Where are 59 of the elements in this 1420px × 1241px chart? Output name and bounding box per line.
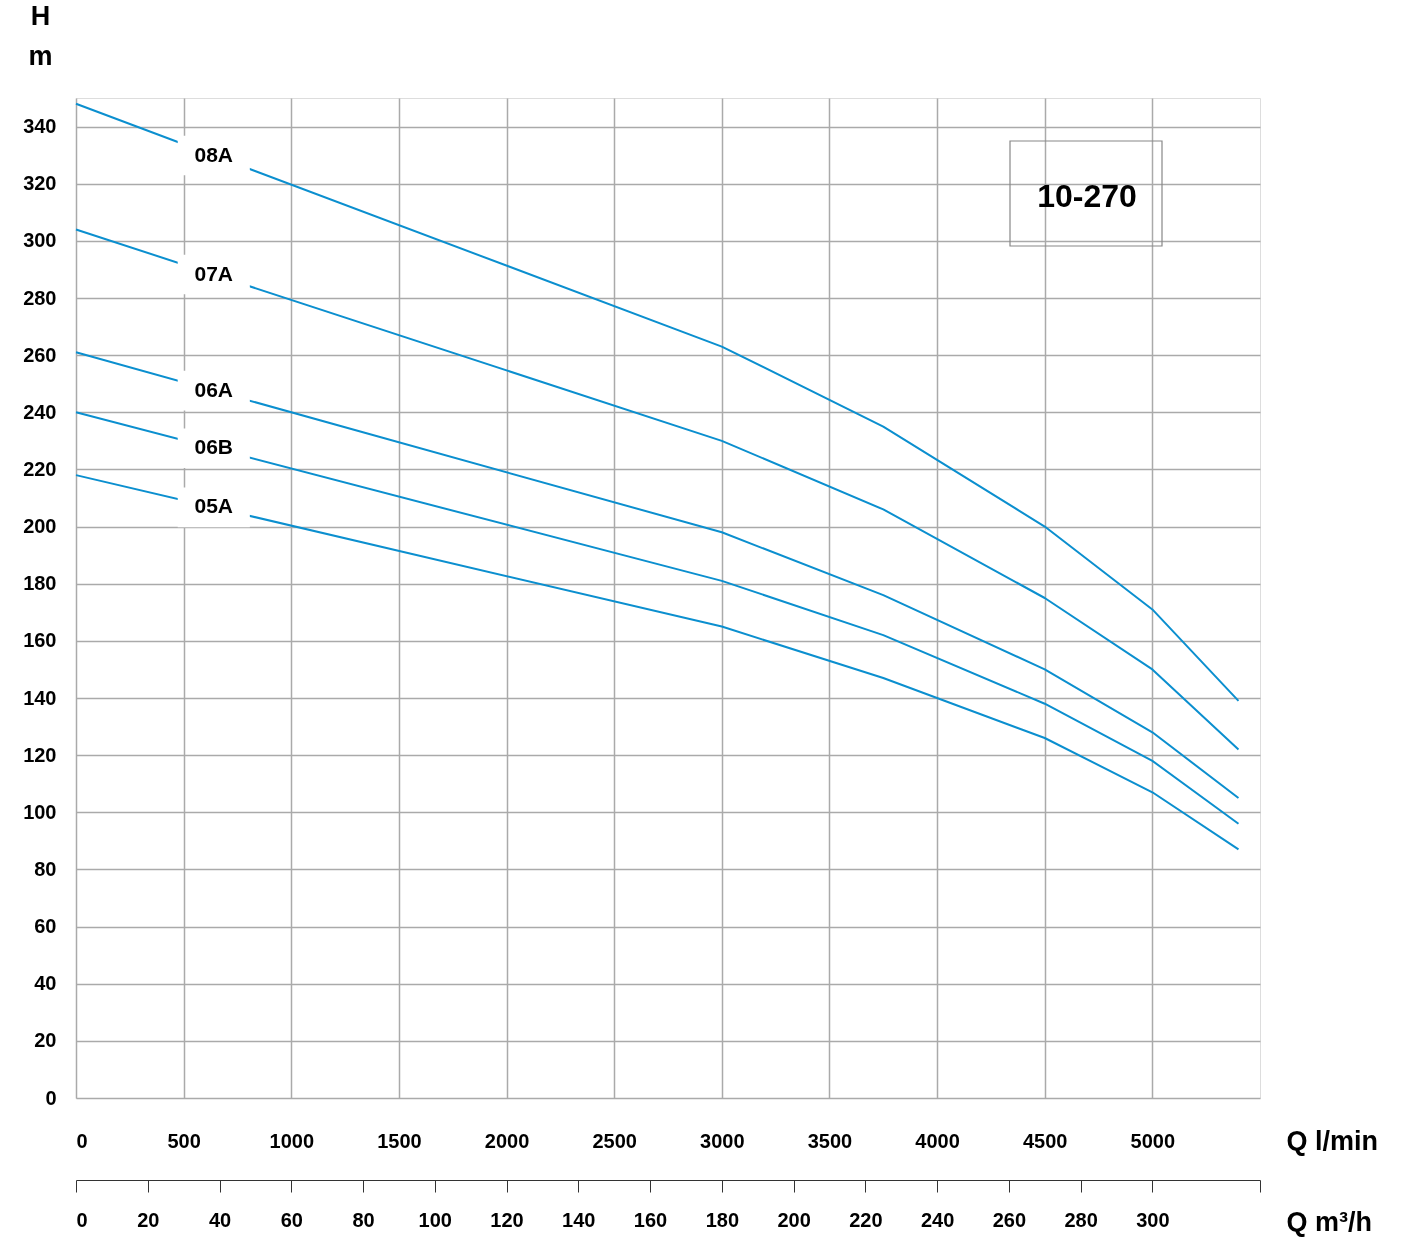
x-tick-label: 4000 [915,1129,960,1152]
y-tick-label: 300 [23,229,57,252]
y-tick-label: 320 [23,172,57,195]
x2-tick-label: 260 [992,1208,1027,1231]
series-label: 06B [194,435,234,459]
x2-tick-label: 60 [280,1208,303,1231]
y-tick-label: 180 [23,572,57,595]
x-tick-label: 3000 [700,1129,745,1152]
y-tick-label: 140 [23,686,57,709]
y-axis-title: H m [28,0,53,71]
annotation: 10-270 [1037,178,1137,214]
x2-tick-label: 200 [777,1208,811,1231]
x-tick-label: 2000 [484,1129,530,1152]
line-series [75,351,1240,799]
x2-tick-label: 160 [633,1208,668,1231]
x-tick-label: 4500 [1022,1129,1068,1152]
x-tick-label: 500 [167,1129,201,1152]
x2-tick-label: 80 [352,1208,375,1231]
x-tick-label: 3500 [807,1129,853,1152]
x2-tick-label: 100 [418,1208,452,1231]
series-label: 07A [194,261,234,285]
y-tick-label: 160 [23,629,57,652]
y-tick-label: 200 [23,515,57,538]
y-tick-label: 220 [23,457,57,480]
y-tick-label: 260 [23,343,57,366]
series-label: 05A [194,494,234,518]
line-series [75,102,1240,702]
series-label: 06A [194,377,234,401]
x-tick-label: 1000 [269,1129,315,1152]
x-tick-label: 1500 [377,1129,422,1152]
y-tick-label: 240 [23,400,57,423]
x2-tick-label: 280 [1064,1208,1098,1231]
x2-axis-title: Q m³/h [1286,1206,1372,1237]
x2-tick-label: 240 [920,1208,955,1231]
x2-tick-label: 0 [76,1208,88,1231]
y-tick-label: 20 [34,1029,57,1052]
x2-tick-label: 20 [137,1208,160,1231]
y-tick-label: 80 [34,857,57,880]
x2-tick-label: 180 [705,1208,740,1231]
x2-tick-label: 140 [562,1208,596,1231]
y-tick-label: 40 [34,972,57,995]
series-label: 08A [194,142,234,166]
y-tick-label: 0 [45,1086,57,1109]
x-tick-label: 0 [76,1129,88,1152]
line-series [75,474,1240,851]
x2-tick-label: 300 [1136,1208,1170,1231]
y-tick-label: 60 [34,915,57,938]
x2-tick-label: 220 [849,1208,883,1231]
x-axis-title: Q l/min [1286,1125,1379,1156]
x2-tick-label: 40 [208,1208,232,1231]
x-tick-label: 2500 [592,1129,637,1152]
line-series [75,228,1240,751]
y-tick-label: 280 [23,286,57,309]
y-tick-label: 120 [23,743,57,766]
line-series [75,411,1240,825]
y-tick-label: 340 [23,115,57,138]
y-tick-label: 100 [23,800,57,823]
x-tick-label: 5000 [1130,1129,1176,1152]
x2-tick-label: 120 [490,1208,524,1231]
